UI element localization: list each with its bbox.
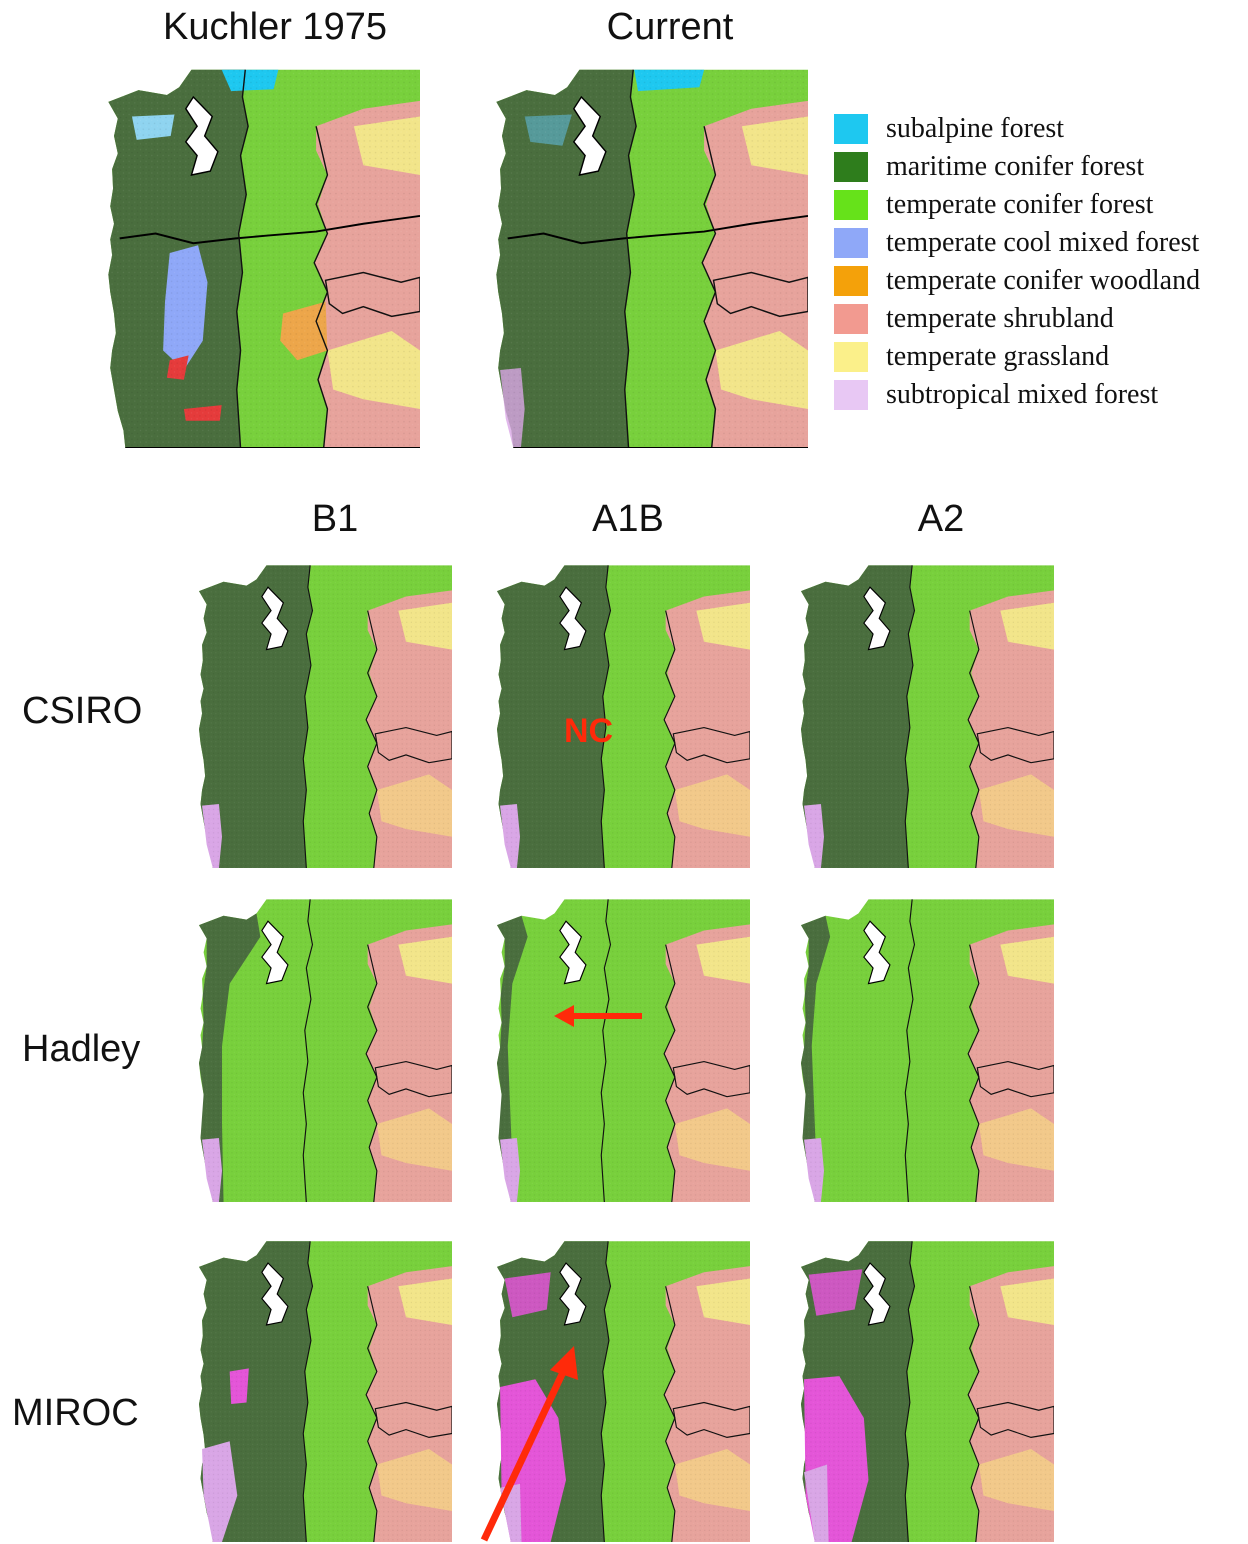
nc-annotation: NC	[564, 712, 614, 750]
legend-label: temperate grassland	[886, 341, 1110, 372]
legend-item: temperate cool mixed forest	[834, 224, 1200, 262]
arrow-left-icon	[554, 1005, 642, 1027]
map-kuchler-1975	[80, 58, 420, 448]
map-miroc-a1b	[474, 1232, 750, 1542]
row-label-miroc: MIROC	[12, 1392, 139, 1434]
current-title: Current	[606, 6, 734, 48]
legend-swatch	[834, 304, 868, 334]
legend-swatch	[834, 342, 868, 372]
legend-label: temperate conifer forest	[886, 189, 1154, 220]
legend-swatch	[834, 266, 868, 296]
map-current	[468, 58, 808, 448]
legend-swatch	[834, 114, 868, 144]
scenario-title-b1: B1	[311, 498, 359, 540]
map-hadley-a1b	[474, 890, 750, 1202]
legend-swatch	[834, 380, 868, 410]
row-label-csiro: CSIRO	[22, 690, 143, 732]
map-csiro-a2	[778, 556, 1054, 868]
legend-item: temperate conifer woodland	[834, 262, 1200, 300]
map-miroc-b1	[176, 1232, 452, 1542]
arrow-up-right-icon	[480, 1346, 578, 1542]
kuchler-title: Kuchler 1975	[163, 6, 387, 48]
legend-item: temperate grassland	[834, 338, 1200, 376]
row-label-hadley: Hadley	[22, 1028, 141, 1070]
legend-item: maritime conifer forest	[834, 148, 1200, 186]
scenario-title-a1b: A1B	[592, 498, 664, 540]
legend-item: temperate shrubland	[834, 300, 1200, 338]
legend-swatch	[834, 228, 868, 258]
legend-item: subalpine forest	[834, 110, 1200, 148]
legend-label: temperate conifer woodland	[886, 265, 1201, 296]
map-miroc-a2	[778, 1232, 1054, 1542]
legend-label: subalpine forest	[886, 113, 1065, 144]
legend-item: temperate conifer forest	[834, 186, 1200, 224]
map-csiro-b1	[176, 556, 452, 868]
legend-swatch	[834, 190, 868, 220]
legend-label: subtropical mixed forest	[886, 379, 1159, 410]
map-hadley-a2	[778, 890, 1054, 1202]
legend-label: maritime conifer forest	[886, 151, 1145, 182]
legend: subalpine forest maritime conifer forest…	[834, 110, 1200, 414]
legend-swatch	[834, 152, 868, 182]
map-hadley-b1	[176, 890, 452, 1202]
legend-label: temperate cool mixed forest	[886, 227, 1200, 258]
legend-label: temperate shrubland	[886, 303, 1114, 334]
scenario-title-a2: A2	[917, 498, 965, 540]
legend-item: subtropical mixed forest	[834, 376, 1200, 414]
